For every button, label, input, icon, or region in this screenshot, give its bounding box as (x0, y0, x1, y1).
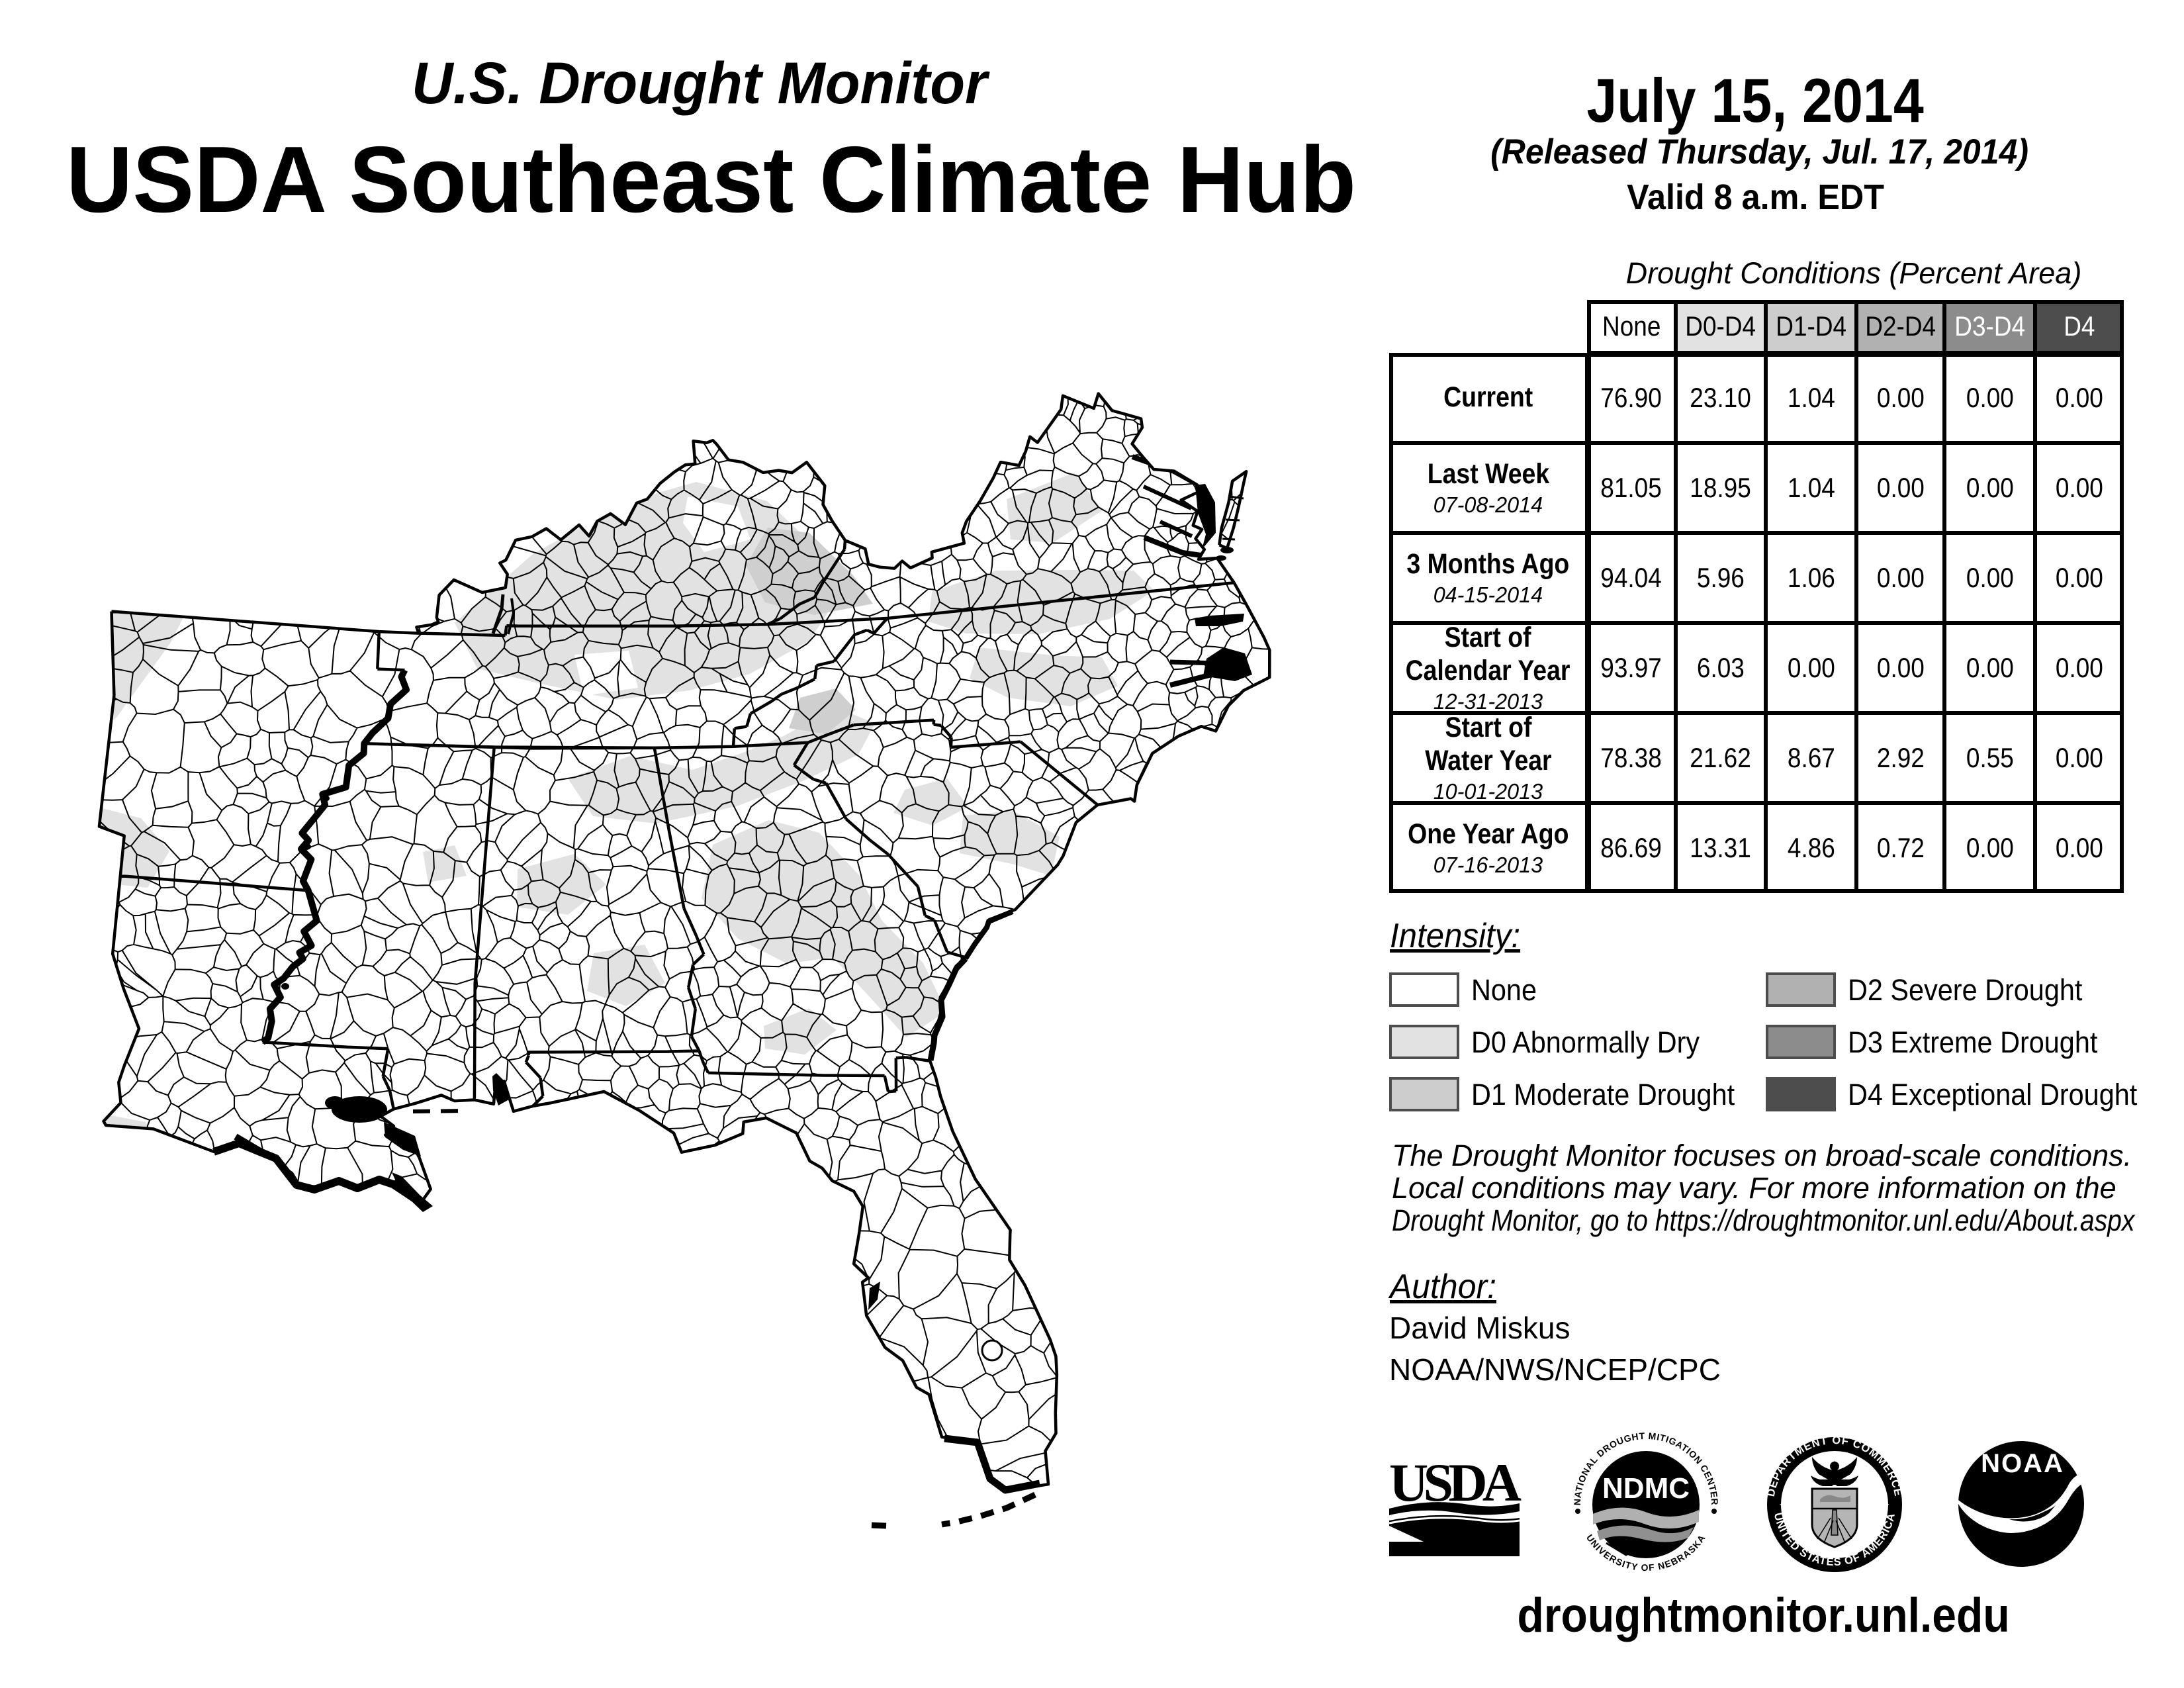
svg-text:★: ★ (1881, 1500, 1889, 1511)
svg-text:★: ★ (1779, 1500, 1788, 1511)
svg-text:NDMC: NDMC (1602, 1472, 1690, 1505)
svg-text:NOAA: NOAA (1981, 1449, 2064, 1478)
svg-text:USDA: USDA (1389, 1452, 1522, 1513)
